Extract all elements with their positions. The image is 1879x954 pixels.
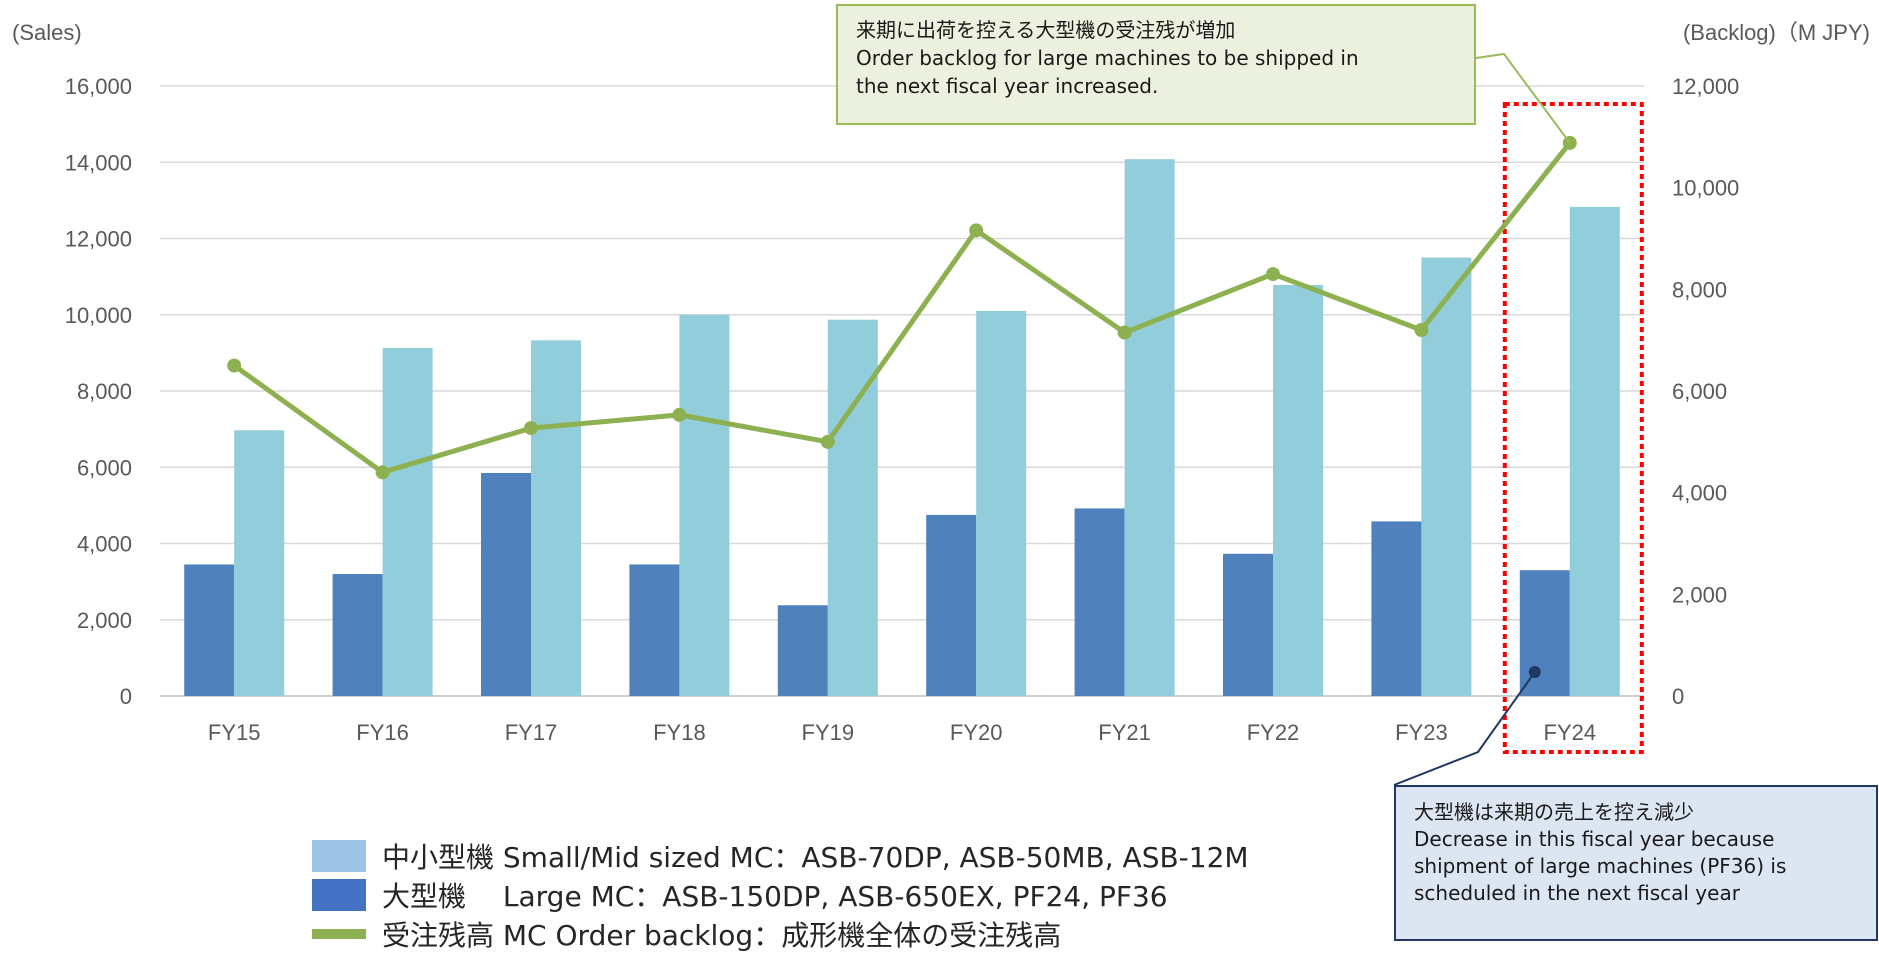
bottom-callout-leader (1393, 671, 1536, 786)
right-tick-label: 2,000 (1672, 582, 1727, 607)
legend-label-backlog: 受注残高 MC Order backlog：成形機全体の受注残高 (382, 918, 1062, 952)
bar-large-mc (1519, 570, 1570, 696)
bars (184, 159, 1620, 696)
backlog-point (820, 434, 835, 449)
bar-large-mc (926, 514, 977, 696)
x-tick-label: FY20 (950, 720, 1003, 745)
backlog-point (1266, 267, 1280, 282)
legend-item-small-mid: 中小型機 Small/Mid sized MC：ASB-70DP, ASB-50… (312, 836, 1249, 875)
right-tick-label: 4,000 (1672, 481, 1727, 506)
legend-item-large: 大型機 Large MC：ASB-150DP, ASB-650EX, PF24,… (312, 875, 1249, 914)
bottom-callout-anchor-dot (1528, 666, 1541, 678)
right-tick-label: 12,000 (1672, 74, 1739, 99)
x-tick-label: FY19 (802, 720, 855, 745)
legend-item-backlog: 受注残高 MC Order backlog：成形機全体の受注残高 (312, 914, 1249, 953)
backlog-point (1117, 325, 1132, 340)
left-tick-label: 4,000 (77, 532, 132, 557)
backlog-point (375, 465, 390, 480)
x-tick-label: FY23 (1395, 720, 1448, 745)
left-axis-unit: (Sales) (12, 20, 82, 45)
legend: 中小型機 Small/Mid sized MC：ASB-70DP, ASB-50… (312, 836, 1249, 953)
left-tick-label: 8,000 (77, 379, 132, 404)
bar-small-mid-mc (827, 319, 878, 696)
top-callout-leader (1475, 52, 1571, 144)
bar-large-mc (1074, 508, 1125, 696)
backlog-increase-callout: 来期に出荷を控える大型機の受注残が増加 Order backlog for la… (836, 4, 1476, 125)
bar-large-mc (481, 472, 531, 696)
left-tick-label: 10,000 (65, 303, 132, 328)
callout-bottom-line3: shipment of large machines (PF36) is (1414, 854, 1787, 878)
left-tick-label: 2,000 (77, 608, 132, 633)
bar-small-mid-mc (976, 310, 1027, 696)
left-axis-ticks: 0 2,000 4,000 6,000 8,000 10,000 12,000 14,000 1… (65, 74, 132, 709)
backlog-point (227, 358, 242, 373)
left-tick-label: 16,000 (65, 74, 132, 99)
backlog-line (232, 141, 1572, 475)
left-tick-label: 0 (120, 684, 132, 709)
x-tick-label: FY15 (208, 720, 261, 745)
bar-small-mid-mc (531, 340, 581, 696)
legend-swatch-backlog (312, 928, 366, 939)
bar-small-mid-mc (1124, 159, 1175, 696)
callout-bottom-line4: scheduled in the next fiscal year (1414, 881, 1740, 905)
bar-small-mid-mc (679, 314, 730, 696)
x-tick-label: FY17 (505, 720, 558, 745)
x-axis-ticks: FY15 FY16 FY17 FY18 FY19 FY20 FY21 FY22 FY23 FY24 (208, 720, 1596, 745)
legend-label-large: 大型機 Large MC：ASB-150DP, ASB-650EX, PF24,… (382, 879, 1168, 913)
bar-large-mc (629, 564, 680, 696)
right-tick-label: 0 (1672, 684, 1684, 709)
backlog-point (672, 407, 687, 422)
callout-top-line1: 来期に出荷を控える大型機の受注残が増加 (856, 18, 1236, 42)
bar-large-mc (1371, 521, 1422, 696)
bar-small-mid-mc (1421, 257, 1472, 696)
callout-bottom-line1: 大型機は来期の売上を控え減少 (1414, 800, 1694, 824)
x-tick-label: FY18 (653, 720, 706, 745)
bar-small-mid-mc (234, 430, 285, 696)
highlight-rect (1502, 102, 1644, 754)
right-tick-label: 10,000 (1672, 176, 1739, 201)
bar-large-mc (1223, 553, 1273, 696)
legend-swatch-small-mid (312, 839, 366, 872)
callout-leader-lines (1393, 52, 1571, 786)
highlight-box (1502, 102, 1644, 754)
x-tick-label: FY24 (1544, 720, 1597, 745)
callout-bottom-line2: Decrease in this fiscal year because (1414, 827, 1775, 851)
left-tick-label: 12,000 (65, 227, 132, 252)
backlog-point (1414, 323, 1429, 337)
bar-small-mid-mc (1569, 206, 1620, 696)
x-tick-label: FY21 (1098, 720, 1151, 745)
bar-large-mc (184, 564, 235, 696)
right-tick-label: 6,000 (1672, 379, 1727, 404)
backlog-point (969, 223, 984, 238)
right-axis-ticks: 0 2,000 4,000 6,000 8,000 10,000 12,000 (1672, 74, 1739, 709)
callout-top-line2: Order backlog for large machines to be s… (856, 46, 1359, 70)
x-tick-label: FY22 (1247, 720, 1300, 745)
callout-top-line3: the next fiscal year increased. (856, 74, 1159, 98)
left-tick-label: 14,000 (65, 150, 132, 175)
bar-small-mid-mc (1273, 285, 1323, 696)
bar-small-mid-mc (382, 347, 433, 696)
x-tick-label: FY16 (356, 720, 409, 745)
left-tick-label: 6,000 (77, 455, 132, 480)
legend-label-small-mid: 中小型機 Small/Mid sized MC：ASB-70DP, ASB-50… (382, 840, 1249, 874)
bar-large-mc (332, 574, 383, 696)
legend-swatch-large (312, 878, 366, 911)
right-tick-label: 8,000 (1672, 277, 1727, 302)
bar-large-mc (777, 605, 828, 696)
backlog-line-series (227, 135, 1577, 480)
backlog-point (524, 421, 538, 436)
large-mc-decrease-callout: 大型機は来期の売上を控え減少 Decrease in this fiscal y… (1394, 785, 1878, 941)
right-axis-unit: (Backlog)（M JPY) (1683, 20, 1870, 45)
